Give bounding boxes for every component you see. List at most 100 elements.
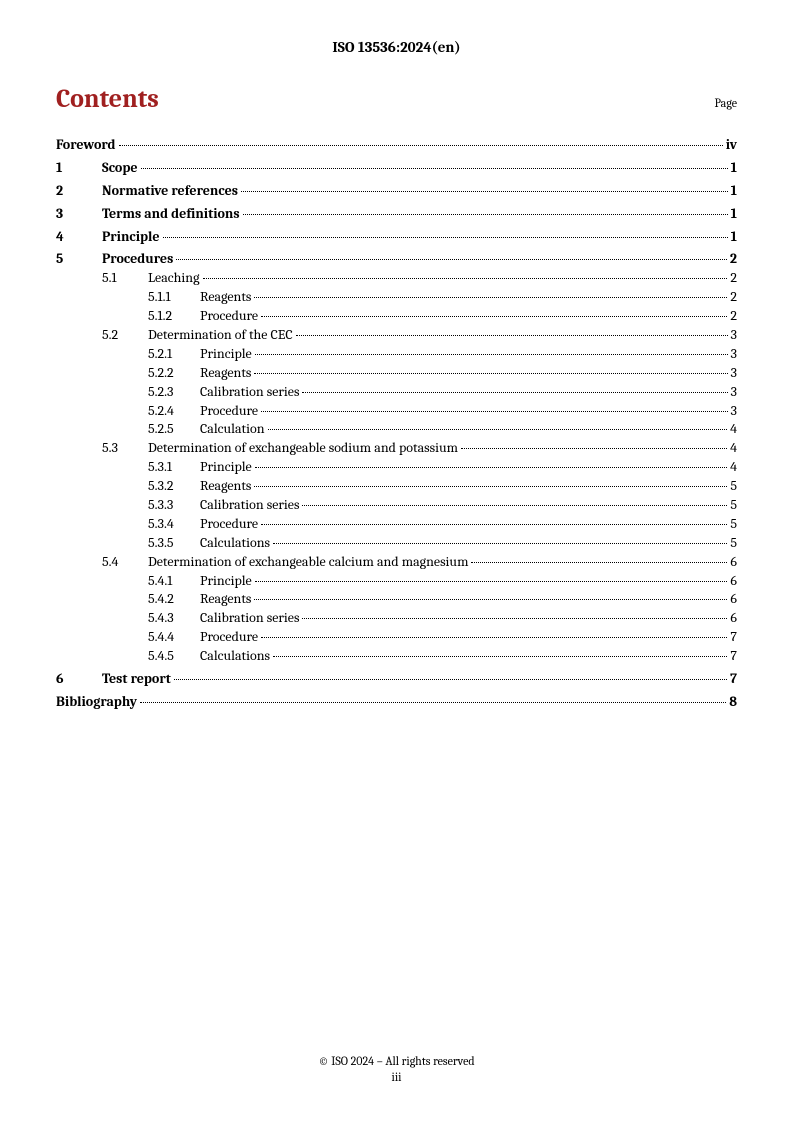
toc-entry[interactable]: 5Procedures2 [56, 250, 737, 269]
toc-entry-number: 5.2.1 [148, 345, 200, 364]
toc-leader [261, 316, 727, 317]
toc-leader [273, 543, 727, 544]
toc-entry-title: Reagents [200, 364, 251, 383]
toc-entry-page: 5 [730, 496, 737, 515]
footer-copyright: © ISO 2024 – All rights reserved [0, 1054, 793, 1068]
toc-entry[interactable]: 5.2.1Principle3 [56, 345, 737, 364]
toc-leader [255, 354, 728, 355]
toc-entry[interactable]: 4Principle1 [56, 228, 737, 247]
toc-entry-number: 5.4.1 [148, 572, 200, 591]
toc-entry[interactable]: 5.3.2Reagents5 [56, 477, 737, 496]
toc-entry-title: Determination of exchangeable sodium and… [148, 439, 458, 458]
toc-entry[interactable]: Bibliography8 [56, 693, 737, 712]
footer-page-number: iii [0, 1070, 793, 1084]
toc-entry[interactable]: 5.4.5Calculations 7 [56, 647, 737, 666]
toc-leader [261, 411, 728, 412]
toc-entry-page: 4 [730, 439, 737, 458]
toc-entry-page: 4 [730, 458, 737, 477]
toc-entry-title: Principle [200, 572, 252, 591]
toc-leader [254, 373, 727, 374]
toc-entry[interactable]: 5.4.1Principle6 [56, 572, 737, 591]
toc-entry[interactable]: 2Normative references1 [56, 182, 737, 201]
toc-entry-number: 1 [56, 159, 102, 178]
toc-entry-title: Principle [200, 458, 252, 477]
toc-leader [119, 145, 723, 146]
contents-title: Contents [56, 84, 159, 114]
toc-entry-title: Terms and definitions [102, 205, 240, 224]
toc-entry-page: 7 [730, 647, 737, 666]
toc-entry[interactable]: 5.1.1Reagents 2 [56, 288, 737, 307]
toc-entry[interactable]: 5.2.2Reagents3 [56, 364, 737, 383]
document-header: ISO 13536:2024(en) [56, 38, 737, 56]
toc-entry-number: 5.3.1 [148, 458, 200, 477]
toc-entry-page: 6 [730, 609, 737, 628]
toc-entry[interactable]: 5.3Determination of exchangeable sodium … [56, 439, 737, 458]
toc-entry-page: 1 [731, 159, 737, 178]
footer: © ISO 2024 – All rights reserved iii [0, 1054, 793, 1084]
toc-entry-page: 5 [730, 515, 737, 534]
toc-entry-page: 3 [731, 383, 737, 402]
toc-entry[interactable]: 5.2.4Procedure3 [56, 402, 737, 421]
toc-entry[interactable]: 5.3.5Calculations5 [56, 534, 737, 553]
toc-entry[interactable]: 5.3.1Principle 4 [56, 458, 737, 477]
toc-entry-title: Calculations [200, 647, 270, 666]
toc-leader [255, 467, 727, 468]
toc-entry[interactable]: 6Test report7 [56, 670, 737, 689]
toc-entry[interactable]: 5.4.4Procedure7 [56, 628, 737, 647]
toc-entry-title: Reagents [200, 477, 251, 496]
toc-entry[interactable]: 5.2Determination of the CEC3 [56, 326, 737, 345]
toc-entry-number: 5.3.5 [148, 534, 200, 553]
toc-leader [174, 679, 727, 680]
toc-entry-number: 5.4.5 [148, 647, 200, 666]
toc-entry-page: 8 [729, 693, 737, 712]
toc-entry-number: 5.1.2 [148, 307, 200, 326]
toc-entry[interactable]: 5.4.2Reagents6 [56, 590, 737, 609]
toc-entry[interactable]: Forewordiv [56, 136, 737, 155]
toc-entry-number: 5.1.1 [148, 288, 200, 307]
toc-entry-title: Leaching [148, 269, 200, 288]
toc-leader [273, 656, 727, 657]
toc-entry-page: 2 [730, 250, 737, 269]
toc-entry-number: 5.3.4 [148, 515, 200, 534]
toc-leader [241, 191, 728, 192]
toc-entry-page: 2 [730, 288, 737, 307]
toc-entry-page: 6 [730, 553, 737, 572]
toc-leader [296, 335, 728, 336]
toc-entry[interactable]: 5.1.2Procedure2 [56, 307, 737, 326]
toc-leader [302, 505, 727, 506]
toc-entry-title: Determination of exchangeable calcium an… [148, 553, 468, 572]
toc-entry-page: 5 [730, 534, 737, 553]
toc-entry-title: Reagents [200, 288, 251, 307]
toc-entry-title: Calibration series [200, 496, 299, 515]
toc-entry[interactable]: 5.2.3Calibration series3 [56, 383, 737, 402]
toc-entry-title: Foreword [56, 136, 116, 155]
toc-entry[interactable]: 5.1Leaching2 [56, 269, 737, 288]
table-of-contents: Forewordiv1Scope12Normative references13… [56, 136, 737, 712]
toc-entry-page: 6 [730, 590, 737, 609]
toc-entry-page: 1 [731, 205, 737, 224]
toc-entry-number: 3 [56, 205, 102, 224]
toc-leader [302, 618, 727, 619]
toc-entry-page: 3 [731, 326, 737, 345]
toc-entry-title: Scope [102, 159, 138, 178]
toc-entry-title: Principle [102, 228, 160, 247]
toc-leader [203, 278, 728, 279]
toc-entry-title: Procedures [102, 250, 173, 269]
toc-leader [254, 297, 727, 298]
toc-entry[interactable]: 5.3.3Calibration series 5 [56, 496, 737, 515]
toc-entry[interactable]: 5.4.3Calibration series6 [56, 609, 737, 628]
toc-entry-title: Calibration series [200, 383, 299, 402]
toc-entry-page: 3 [731, 364, 737, 383]
toc-entry-page: 7 [730, 628, 737, 647]
toc-entry[interactable]: 5.2.5Calculation4 [56, 420, 737, 439]
toc-entry-page: 1 [731, 228, 737, 247]
toc-entry-page: 4 [730, 420, 737, 439]
toc-entry-page: 7 [730, 670, 737, 689]
toc-leader [141, 168, 728, 169]
toc-entry-number: 5.3.3 [148, 496, 200, 515]
toc-entry[interactable]: 5.3.4Procedure5 [56, 515, 737, 534]
toc-entry[interactable]: 5.4Determination of exchangeable calcium… [56, 553, 737, 572]
toc-entry[interactable]: 3Terms and definitions 1 [56, 205, 737, 224]
toc-entry[interactable]: 1Scope1 [56, 159, 737, 178]
toc-entry-title: Calibration series [200, 609, 299, 628]
